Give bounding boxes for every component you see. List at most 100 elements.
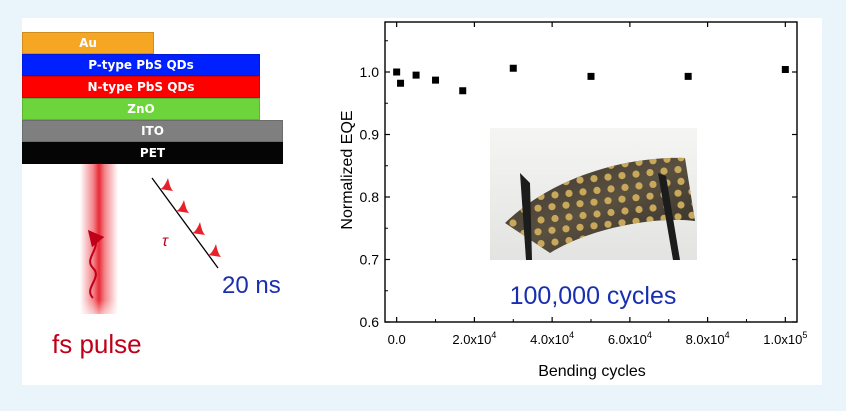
electrode-dot (677, 157, 685, 162)
electrode-dot (677, 177, 685, 185)
y-tick-label: 0.8 (360, 189, 380, 205)
electrode-dot (604, 220, 612, 228)
data-point (509, 64, 517, 72)
electrode-dot (674, 189, 682, 197)
x-tick-label: 6.0x104 (608, 330, 652, 347)
electrode-dot (565, 189, 573, 197)
pulse-3 (192, 222, 205, 235)
x-tick-label: 4.0x104 (530, 330, 574, 347)
electrode-dot (604, 197, 612, 205)
data-point (432, 76, 440, 84)
electrode-dot (674, 166, 682, 174)
electrode-dot (593, 186, 601, 194)
tweezer-left (520, 173, 532, 260)
electrode-dot (534, 204, 542, 212)
electrode-dot (632, 170, 640, 178)
layer-zno-label: ZnO (127, 102, 155, 116)
electrode-dot (635, 182, 643, 190)
electrode-dot (618, 219, 626, 227)
electrode-dot (663, 157, 671, 163)
electrode-dot (551, 214, 559, 223)
electrode-dot (646, 169, 654, 177)
electrode-dot (607, 185, 615, 193)
layer-ito: ITO (22, 120, 283, 142)
x-tick-label: 0.0 (388, 332, 406, 347)
tweezer-right (658, 173, 680, 260)
layer-au-label: Au (79, 36, 97, 50)
electrode-dot (562, 225, 570, 233)
electrode-dot (576, 176, 584, 184)
data-points (393, 64, 789, 95)
eqe-chart: 0.6 0.7 0.8 0.9 1.0 0.0 2.0x104 4.0x104 6.0x104 8… (339, 21, 807, 380)
data-point (393, 68, 401, 76)
data-point (412, 71, 420, 79)
electrode-dot (635, 205, 643, 214)
pulse-schematic: fs pulse τ 20 ns (52, 164, 281, 359)
layer-zno: ZnO (22, 98, 260, 120)
figure-panel: Au P-type PbS QDs N-type PbS QDs ZnO ITO… (22, 18, 822, 385)
electrode-dot (688, 211, 695, 219)
electrode-dot (579, 211, 587, 220)
pulse-train-axis (151, 177, 219, 269)
electrode-dot (607, 208, 615, 217)
axis-ticks: 0.6 0.7 0.8 0.9 1.0 0.0 2.0x104 4.0x104 6.0x104 8… (360, 22, 807, 347)
electrode-dot (590, 222, 598, 230)
layer-n-type-label: N-type PbS QDs (87, 80, 195, 94)
electrode-dot (632, 194, 640, 202)
electrode-dot (649, 204, 657, 212)
x-tick-label: 8.0x104 (686, 330, 730, 347)
electrode-dot (604, 173, 612, 181)
x-tick-label: 2.0x104 (452, 330, 496, 347)
electrode-dot (674, 213, 682, 221)
electrode-dot (548, 226, 556, 234)
y-tick-label: 1.0 (360, 64, 380, 80)
layer-n-type: N-type PbS QDs (22, 76, 260, 98)
electrode-dot (576, 223, 584, 231)
electrode-dot (593, 210, 601, 218)
layer-pet: PET (22, 142, 283, 164)
electrode-dot (534, 228, 542, 236)
electrode-dot (660, 167, 668, 175)
electrode-dot (551, 191, 559, 199)
layer-ito-label: ITO (141, 124, 164, 138)
electrode-dot (509, 219, 517, 227)
data-point (684, 72, 692, 80)
layer-pet-label: PET (139, 146, 166, 160)
delay-tau-label: τ (162, 233, 169, 250)
electrode-dot (579, 188, 587, 196)
electrode-dot (649, 180, 657, 188)
electrode-dot (562, 201, 570, 209)
electrode-dot (621, 207, 629, 215)
data-point (459, 87, 467, 95)
y-tick-label: 0.9 (360, 127, 380, 143)
electrode-dot (621, 183, 629, 191)
layer-au: Au (22, 32, 154, 54)
data-point (587, 72, 595, 80)
x-tick-label: 1.0x105 (763, 330, 807, 347)
electrode-dot (537, 240, 545, 248)
pulse-2 (176, 200, 189, 213)
electrode-dot (677, 201, 685, 209)
electrode-dot (618, 172, 626, 180)
wavy-arrow (87, 229, 105, 299)
interval-20ns-label: 20 ns (222, 272, 281, 299)
electrode-dot (590, 175, 598, 183)
pulse-4 (208, 244, 221, 257)
electrode-dot (551, 238, 559, 246)
inset-photo: 100,000 cycles (490, 128, 697, 310)
inset-caption: 100,000 cycles (510, 282, 677, 310)
electrode-dot (537, 216, 545, 224)
fs-pulse-label: fs pulse (52, 329, 142, 359)
electrode-dot (646, 192, 654, 200)
x-axis-label: Bending cycles (538, 363, 646, 380)
y-tick-label: 0.6 (360, 314, 380, 330)
electrode-dot (565, 213, 573, 221)
pulse-1 (160, 178, 173, 191)
y-axis-label: Normalized EQE (339, 110, 356, 229)
layer-p-type: P-type PbS QDs (22, 54, 260, 76)
electrode-dot (576, 200, 584, 208)
y-tick-label: 0.7 (360, 252, 380, 268)
data-point (397, 79, 405, 87)
electrode-dot (618, 195, 626, 203)
data-point (781, 66, 789, 73)
